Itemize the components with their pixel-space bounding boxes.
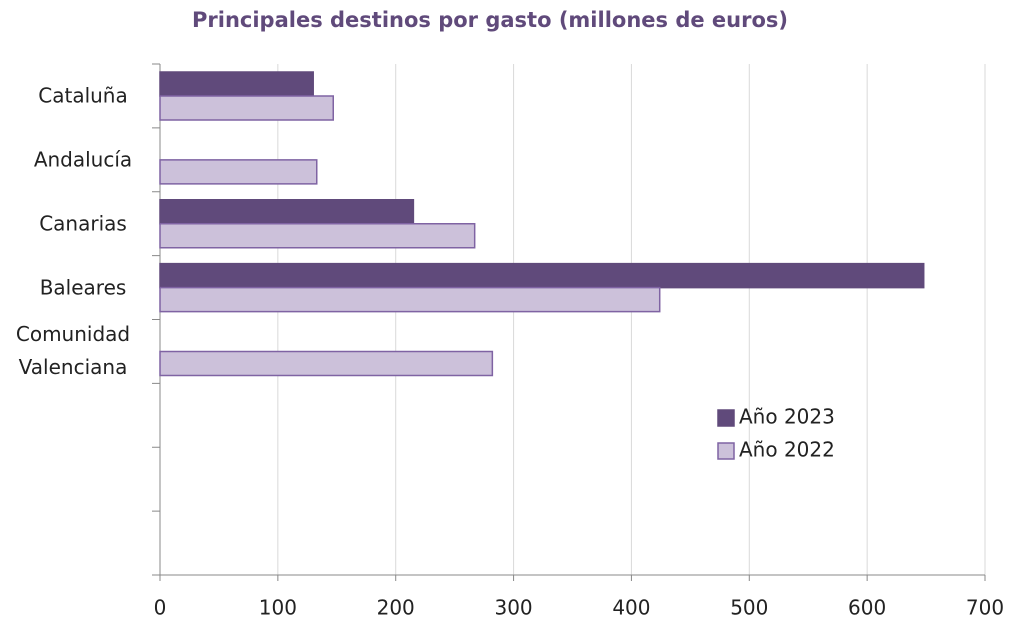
x-tick-label: 300 [494, 596, 532, 620]
legend-swatch [717, 442, 735, 460]
x-tick-label: 200 [377, 596, 415, 620]
x-tick-label: 0 [154, 596, 167, 620]
y-tick-label: Cataluña [38, 83, 128, 108]
bar [159, 262, 925, 289]
bar [159, 286, 661, 313]
bar [159, 71, 314, 97]
x-tick-label: 700 [966, 596, 1004, 620]
bar [159, 350, 494, 377]
y-tick-label: Andalucía [33, 147, 133, 172]
legend-swatch [717, 409, 735, 427]
bar [159, 159, 318, 185]
x-tick-label: 500 [730, 596, 768, 620]
x-tick-label: 400 [612, 596, 650, 620]
y-tick-label: Comunidad Valenciana [15, 322, 131, 380]
bar [159, 223, 476, 249]
y-tick-label: Canarias [39, 211, 127, 236]
x-tick-label: 600 [848, 596, 886, 620]
chart-title: Principales destinos por gasto (millones… [192, 8, 788, 32]
x-tick-label: 100 [259, 596, 297, 620]
bar [159, 199, 415, 225]
legend-label: Año 2023 [739, 405, 835, 429]
legend-label: Año 2022 [739, 438, 835, 462]
bar [159, 95, 334, 121]
y-tick-label: Baleares [39, 275, 127, 300]
